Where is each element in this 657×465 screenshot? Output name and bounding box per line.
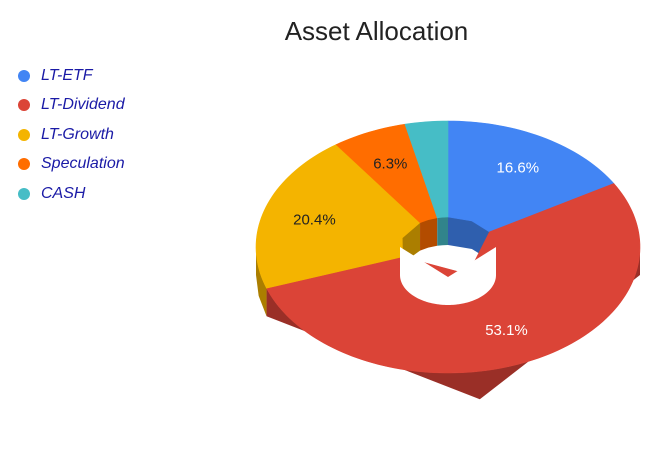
slice-top-lt-etf	[447, 120, 615, 233]
legend-swatch	[18, 128, 30, 141]
slice-top-lt-growth	[255, 144, 421, 289]
slice-side-lt-growth	[256, 247, 267, 317]
legend-item-lt-growth[interactable]: LT-Growth	[18, 120, 125, 150]
legend-label: LT-Growth	[41, 125, 114, 143]
hole-wall-speculation	[420, 217, 438, 251]
legend-swatch	[18, 187, 30, 200]
legend-swatch	[18, 99, 30, 112]
slice-label-lt-growth: 20.4%	[293, 211, 336, 228]
slice-tops	[255, 120, 641, 374]
legend-item-speculation[interactable]: Speculation	[18, 150, 125, 180]
hole-wall-lt-etf	[448, 217, 490, 260]
slice-side-walls	[256, 247, 640, 400]
slice-label-lt-etf: 16.6%	[497, 160, 540, 177]
chart-title: Asset Allocation	[284, 16, 469, 46]
slice-labels: 16.6% 53.1% 20.4% 6.3%	[293, 156, 539, 339]
slice-top-cash	[404, 120, 449, 219]
legend-label: Speculation	[41, 155, 125, 173]
legend-label: LT-ETF	[41, 66, 93, 84]
donut-hole-front	[400, 247, 496, 305]
chart-legend: LT-ETF LT-Dividend LT-Growth Speculation…	[18, 61, 125, 209]
legend-label: LT-Dividend	[41, 96, 125, 114]
legend-swatch	[18, 69, 30, 82]
hole-wall-cash	[437, 217, 448, 246]
legend-item-cash[interactable]: CASH	[18, 179, 125, 209]
legend-item-lt-etf[interactable]: LT-ETF	[18, 61, 125, 91]
slice-label-lt-dividend: 53.1%	[485, 322, 528, 339]
slice-label-speculation: 6.3%	[373, 156, 407, 173]
legend-swatch	[18, 158, 30, 171]
legend-label: CASH	[41, 184, 86, 202]
legend-item-lt-dividend[interactable]: LT-Dividend	[18, 91, 125, 121]
